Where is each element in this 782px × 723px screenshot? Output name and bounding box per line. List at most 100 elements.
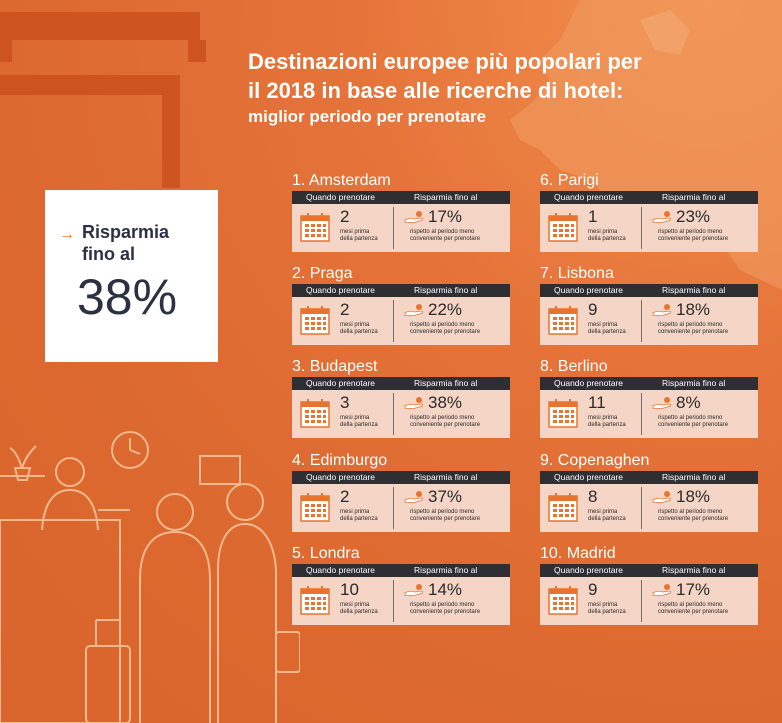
card-header: Quando prenotare Risparmia fino al: [292, 471, 510, 484]
months-caption-line-1: mesi prima: [340, 229, 370, 235]
savings-caption: rispetto al periodo meno conveniente per…: [658, 322, 728, 336]
savings-caption-line-1: rispetto al periodo meno: [410, 229, 475, 235]
savings-caption-line-1: rispetto al periodo meno: [410, 415, 475, 421]
savings-caption-line-2: conveniente per prenotare: [410, 329, 481, 335]
months-value: 2: [340, 207, 350, 226]
save-header: Risparmia fino al: [662, 565, 726, 575]
card-header: Quando prenotare Risparmia fino al: [540, 471, 758, 484]
card-header: Quando prenotare Risparmia fino al: [540, 377, 758, 390]
calendar-icon: [548, 213, 578, 242]
months-caption-line-1: mesi prima: [340, 509, 370, 515]
months-caption-line-1: mesi prima: [340, 322, 370, 328]
months-caption: mesi prima della partenza: [340, 415, 378, 429]
card-divider: [641, 580, 642, 622]
months-caption-line-1: mesi prima: [588, 229, 618, 235]
card-header: Quando prenotare Risparmia fino al: [292, 191, 510, 204]
destination-name: 6. Parigi: [540, 172, 599, 189]
savings-caption: rispetto al periodo meno conveniente per…: [410, 509, 480, 523]
card-body: 2 mesi prima della partenza 17% rispetto…: [292, 204, 510, 252]
title-subtitle: miglior periodo per prenotare: [248, 107, 487, 126]
savings-caption-line-1: rispetto al periodo meno: [658, 602, 723, 608]
savings-value: 22%: [428, 300, 463, 319]
card-header: Quando prenotare Risparmia fino al: [292, 564, 510, 577]
when-header: Quando prenotare: [554, 285, 623, 295]
months-value: 1: [588, 207, 598, 226]
months-caption-line-1: mesi prima: [588, 602, 618, 608]
hand-coin-icon: [652, 211, 671, 224]
when-header: Quando prenotare: [306, 565, 375, 575]
months-caption-line-2: della partenza: [588, 236, 626, 242]
savings-caption-line-2: conveniente per prenotare: [658, 236, 729, 242]
months-caption-line-2: della partenza: [340, 516, 378, 522]
savings-caption-line-2: conveniente per prenotare: [658, 422, 729, 428]
title-line-2: il 2018 in base alle ricerche di hotel:: [248, 78, 624, 103]
savings-caption-line-2: conveniente per prenotare: [410, 516, 481, 522]
calendar-icon: [548, 586, 578, 615]
months-caption: mesi prima della partenza: [588, 602, 626, 616]
months-value: 2: [340, 487, 350, 506]
months-caption: mesi prima della partenza: [340, 229, 378, 243]
highlight-label-line-2: fino al: [82, 244, 135, 264]
savings-caption-line-1: rispetto al periodo meno: [658, 322, 723, 328]
hand-coin-icon: [652, 304, 671, 317]
title-line-1: Destinazioni europee più popolari per: [248, 49, 642, 74]
when-header: Quando prenotare: [554, 378, 623, 388]
hand-coin-icon: [404, 584, 423, 597]
save-header: Risparmia fino al: [662, 472, 726, 482]
card-divider: [393, 207, 394, 249]
hand-coin-icon: [404, 397, 423, 410]
save-header: Risparmia fino al: [414, 472, 478, 482]
card-divider: [393, 580, 394, 622]
savings-value: 17%: [676, 580, 711, 599]
hand-coin-icon: [652, 397, 671, 410]
savings-caption-line-2: conveniente per prenotare: [410, 609, 481, 615]
save-header: Risparmia fino al: [662, 285, 726, 295]
months-caption-line-2: della partenza: [340, 609, 378, 615]
savings-value: 18%: [676, 300, 711, 319]
months-value: 10: [340, 580, 359, 599]
save-header: Risparmia fino al: [414, 565, 478, 575]
months-caption: mesi prima della partenza: [340, 602, 378, 616]
savings-caption-line-1: rispetto al periodo meno: [658, 229, 723, 235]
savings-caption: rispetto al periodo meno conveniente per…: [658, 509, 728, 523]
calendar-icon: [300, 493, 330, 522]
destination-name: 4. Edimburgo: [292, 452, 388, 469]
months-caption: mesi prima della partenza: [588, 509, 626, 523]
savings-value: 17%: [428, 207, 463, 226]
highlight-label-line-1: Risparmia: [82, 222, 170, 242]
destination-name: 8. Berlino: [540, 358, 608, 375]
savings-caption: rispetto al periodo meno conveniente per…: [410, 229, 480, 243]
when-header: Quando prenotare: [306, 472, 375, 482]
months-caption-line-2: della partenza: [588, 516, 626, 522]
savings-caption: rispetto al periodo meno conveniente per…: [410, 322, 480, 336]
months-caption-line-1: mesi prima: [340, 602, 370, 608]
save-header: Risparmia fino al: [414, 285, 478, 295]
destination-name: 5. Londra: [292, 545, 360, 562]
months-value: 3: [340, 393, 350, 412]
when-header: Quando prenotare: [554, 565, 623, 575]
card-divider: [393, 487, 394, 529]
savings-caption: rispetto al periodo meno conveniente per…: [410, 602, 480, 616]
hand-coin-icon: [652, 491, 671, 504]
months-value: 9: [588, 300, 598, 319]
savings-caption-line-2: conveniente per prenotare: [658, 609, 729, 615]
calendar-icon: [548, 306, 578, 335]
savings-value: 23%: [676, 207, 711, 226]
months-caption-line-1: mesi prima: [588, 322, 618, 328]
hand-coin-icon: [404, 491, 423, 504]
card-body: 8 mesi prima della partenza 18% rispetto…: [540, 484, 758, 532]
months-value: 11: [588, 393, 606, 412]
destination-name: 10. Madrid: [540, 545, 616, 562]
card-body: 2 mesi prima della partenza 22% rispetto…: [292, 297, 510, 345]
card-divider: [393, 393, 394, 435]
calendar-icon: [300, 306, 330, 335]
savings-caption: rispetto al periodo meno conveniente per…: [658, 415, 728, 429]
months-value: 8: [588, 487, 598, 506]
savings-caption: rispetto al periodo meno conveniente per…: [658, 602, 728, 616]
destination-name: 1. Amsterdam: [292, 172, 391, 189]
savings-caption-line-2: conveniente per prenotare: [658, 516, 729, 522]
months-caption-line-2: della partenza: [340, 422, 378, 428]
savings-value: 18%: [676, 487, 711, 506]
highlight-label: Risparmia fino al: [82, 221, 169, 265]
